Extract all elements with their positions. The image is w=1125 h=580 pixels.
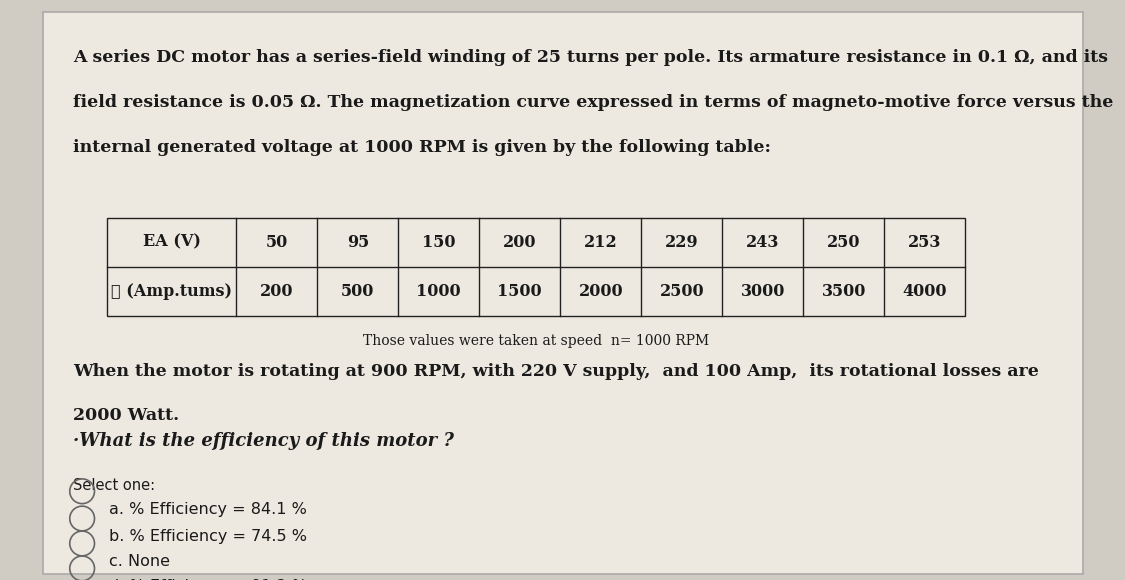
Text: 95: 95 [346,234,369,251]
Text: 3500: 3500 [821,283,866,300]
Text: EA (V): EA (V) [143,234,200,251]
Text: 243: 243 [746,234,780,251]
Text: 229: 229 [665,234,699,251]
Text: 2000 Watt.: 2000 Watt. [73,407,179,424]
Text: 212: 212 [584,234,618,251]
Bar [107,218,965,316]
Text: 50: 50 [266,234,288,251]
Text: 500: 500 [341,283,375,300]
Text: 1000: 1000 [416,283,461,300]
Text: 1500: 1500 [497,283,542,300]
Text: field resistance is 0.05 Ω. The magnetization curve expressed in terms of magnet: field resistance is 0.05 Ω. The magnetiz… [73,94,1114,111]
Text: When the motor is rotating at 900 RPM, with 220 V supply,  and 100 Amp,  its rot: When the motor is rotating at 900 RPM, w… [73,362,1040,379]
Text: 200: 200 [260,283,294,300]
Text: 200: 200 [503,234,537,251]
Text: c. None: c. None [109,554,170,569]
Text: 150: 150 [422,234,456,251]
Text: 250: 250 [827,234,861,251]
Text: 2000: 2000 [578,283,623,300]
Text: 4000: 4000 [902,283,947,300]
Text: ℱ (Amp.tums): ℱ (Amp.tums) [111,283,232,300]
Text: ·What is the efficiency of this motor ?: ·What is the efficiency of this motor ? [73,432,454,450]
Text: a. % Efficiency = 84.1 %: a. % Efficiency = 84.1 % [109,502,307,517]
Text: b. % Efficiency = 74.5 %: b. % Efficiency = 74.5 % [109,529,307,544]
Text: A series DC motor has a series-field winding of 25 turns per pole. Its armature : A series DC motor has a series-field win… [73,49,1108,66]
Text: 2500: 2500 [659,283,704,300]
Text: Those values were taken at speed  n= 1000 RPM: Those values were taken at speed n= 1000… [363,334,709,347]
Text: internal generated voltage at 1000 RPM is given by the following table:: internal generated voltage at 1000 RPM i… [73,139,771,155]
Text: 3000: 3000 [740,283,785,300]
Text: 253: 253 [908,234,942,251]
Text: Select one:: Select one: [73,478,155,494]
Text: d. % Efficiency = 91.2 %: d. % Efficiency = 91.2 % [109,579,307,580]
